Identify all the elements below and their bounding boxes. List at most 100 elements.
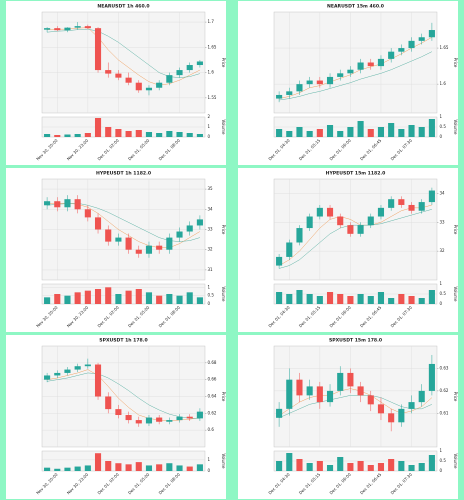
moving-average-line [278,204,432,266]
volume-tick-label: 1 [208,284,211,289]
candle-body [316,207,323,217]
candle-body [398,199,405,205]
volume-axis-label: Volume [221,454,226,469]
y-tick-label: 1.65 [440,45,449,50]
volume-bar [398,294,405,304]
candle-body [145,245,153,254]
y-axis-label: Price [453,58,458,68]
volume-bar [84,465,91,471]
volume-bar [105,461,112,471]
y-tick-label: 0.62 [208,410,217,415]
moving-average-line [279,209,432,269]
candle-body [125,415,132,421]
moving-average-line [47,202,201,248]
y-tick-label: 1.6 [440,81,447,86]
volume-bar [84,290,91,304]
candle-body [115,73,122,78]
volume-bar [398,129,405,137]
volume-bar [428,290,435,304]
candle-body [367,395,374,405]
candle-body [135,249,142,254]
candle-body [418,202,425,211]
candle-body [156,245,163,250]
moving-average-line [279,51,433,101]
candle-body [105,229,112,242]
volume-bar [377,292,385,304]
y-axis-label: Price [453,392,458,402]
candle-body [176,231,183,238]
volume-bar [326,292,334,304]
y-axis-label: Price [221,392,226,402]
candle-body [54,201,61,208]
volume-bar [408,465,415,471]
volume-bar [306,131,313,137]
y-tick-label: 0.63 [440,365,449,370]
chart-title: SPXUSDT 1h 178.0 [99,338,147,344]
volume-tick-label: 1 [440,448,443,453]
volume-bar [54,135,61,137]
candle-body [357,225,364,234]
candle-body [326,76,334,85]
volume-bar [196,297,203,304]
candle-body [367,62,374,67]
volume-bar [44,297,51,304]
volume-bar [196,134,203,137]
candle-body [115,409,122,416]
volume-bar [316,296,323,304]
moving-average-line [47,27,201,86]
candle-body [186,416,193,419]
volume-bar [44,467,51,471]
volume-tick-label: 1 [208,124,211,129]
candle-body [296,228,303,243]
volume-bar [125,131,132,137]
price-panel [273,11,438,114]
y-tick-label: 0.64 [208,394,217,399]
chart-title: HYPEUSDT 15m 1182.0 [326,171,386,177]
candle-body [286,91,293,95]
y-tick-label: 34 [208,206,214,211]
volume-bar [105,127,112,137]
candle-body [135,420,142,424]
volume-bar [306,294,313,304]
y-tick-label: 31 [208,267,214,272]
volume-tick-label: 0 [208,468,211,473]
moving-average-line [279,37,433,99]
volume-bar [176,132,183,137]
volume-bar [186,133,193,137]
volume-bar [64,295,71,304]
volume-bar [367,129,374,137]
candle-body [166,75,173,83]
volume-bar [276,129,283,137]
chart-title: NEARUSDT 1h 460.0 [97,4,149,10]
candle-body [428,363,435,391]
candle-body [337,216,344,226]
volume-bar [135,289,142,304]
candle-body [306,80,313,85]
candle-body [388,413,395,423]
volume-bar [166,463,173,471]
candle-body [296,379,303,396]
candle-body [115,237,122,242]
volume-bar [357,294,364,304]
candle-body [74,199,81,210]
y-tick-label: 0.68 [208,360,217,365]
price-panel [273,345,438,448]
candle-body [418,37,425,41]
candle-body [306,216,313,229]
volume-bar [357,461,364,471]
volume-axis-label: Volume [221,120,226,135]
candle-body [377,404,385,414]
volume-bar [377,463,385,471]
candle-body [276,408,283,418]
candle-body [388,199,395,208]
volume-bar [156,295,163,304]
volume-bar [418,298,425,304]
y-tick-label: 1.6 [208,70,215,75]
candle-body [408,40,415,49]
volume-bar [186,292,193,304]
candle-body [84,364,91,367]
volume-bar [94,118,102,137]
candle-body [54,28,61,31]
volume-bar [145,292,153,304]
